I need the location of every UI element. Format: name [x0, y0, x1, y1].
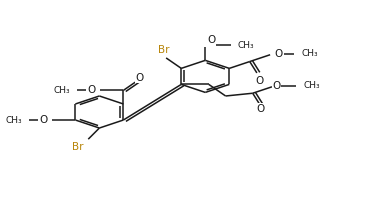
Text: CH₃: CH₃ — [5, 116, 22, 125]
Text: CH₃: CH₃ — [238, 41, 254, 50]
Text: O: O — [39, 115, 47, 125]
Text: O: O — [272, 81, 281, 91]
Text: O: O — [207, 35, 216, 45]
Text: CH₃: CH₃ — [301, 49, 318, 58]
Text: CH₃: CH₃ — [303, 81, 320, 90]
Text: O: O — [87, 85, 95, 95]
Text: O: O — [275, 49, 283, 59]
Text: O: O — [255, 76, 263, 86]
Text: CH₃: CH₃ — [53, 86, 70, 95]
Text: O: O — [135, 73, 144, 83]
Text: O: O — [256, 104, 264, 114]
Text: Br: Br — [72, 142, 84, 152]
Text: Br: Br — [158, 45, 170, 55]
